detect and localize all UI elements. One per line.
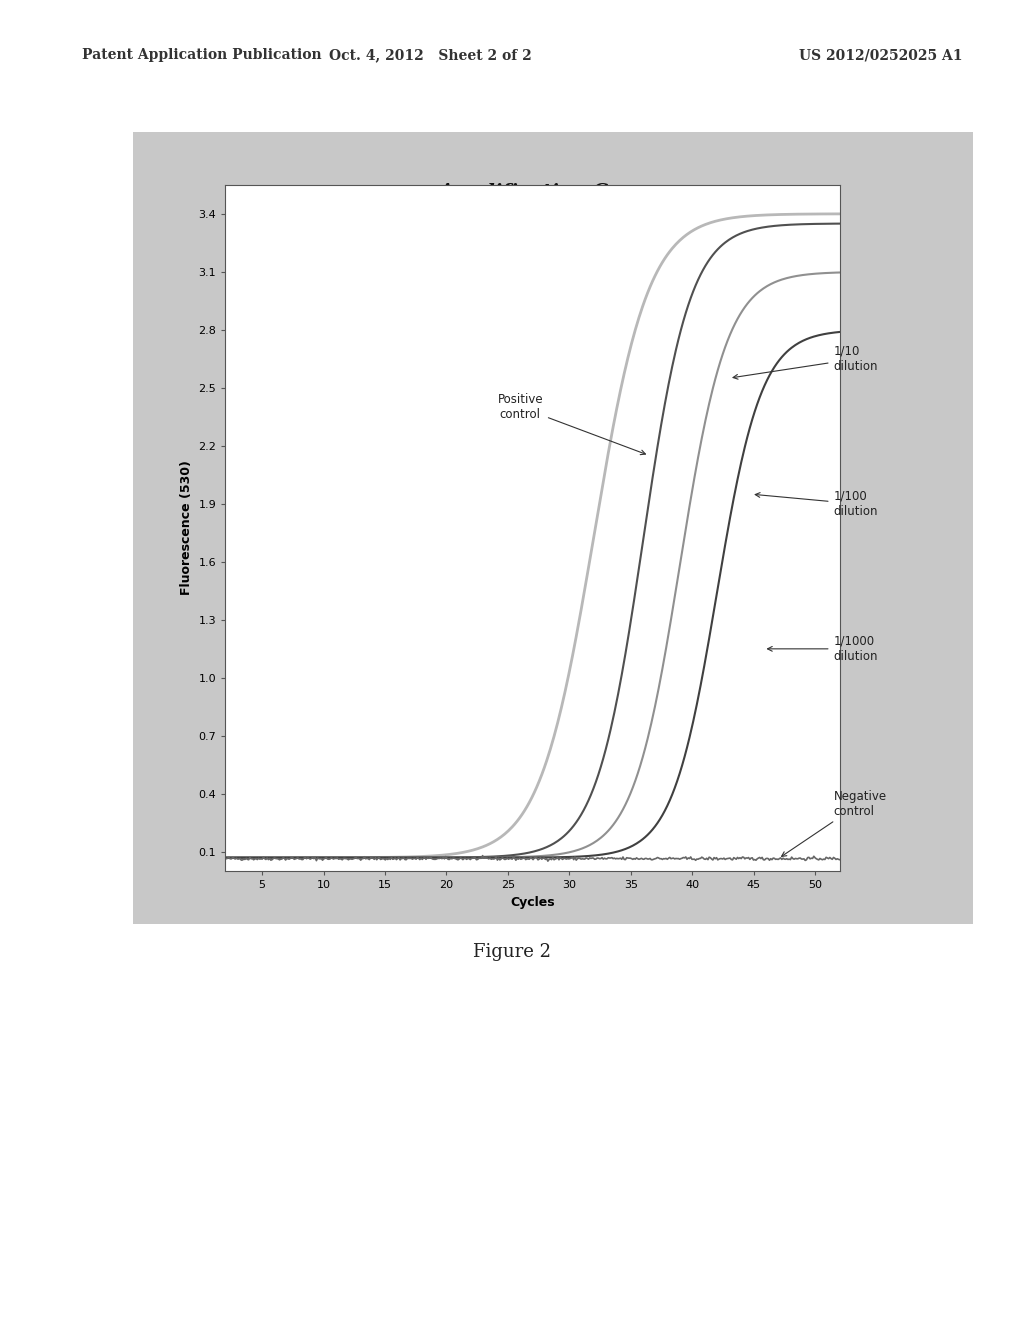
Text: 1/1000
dilution: 1/1000 dilution bbox=[768, 635, 878, 663]
Text: Amplification Curves: Amplification Curves bbox=[438, 183, 668, 202]
Text: 1/10
dilution: 1/10 dilution bbox=[733, 345, 878, 379]
Text: Patent Application Publication: Patent Application Publication bbox=[82, 49, 322, 62]
Y-axis label: Fluorescence (530): Fluorescence (530) bbox=[180, 461, 193, 595]
Text: Negative
control: Negative control bbox=[781, 789, 887, 857]
Text: Figure 2: Figure 2 bbox=[473, 942, 551, 961]
Text: Oct. 4, 2012   Sheet 2 of 2: Oct. 4, 2012 Sheet 2 of 2 bbox=[329, 49, 531, 62]
Text: US 2012/0252025 A1: US 2012/0252025 A1 bbox=[799, 49, 963, 62]
X-axis label: Cycles: Cycles bbox=[510, 896, 555, 908]
Text: Positive
control: Positive control bbox=[498, 393, 645, 454]
Text: 1/100
dilution: 1/100 dilution bbox=[756, 490, 878, 517]
